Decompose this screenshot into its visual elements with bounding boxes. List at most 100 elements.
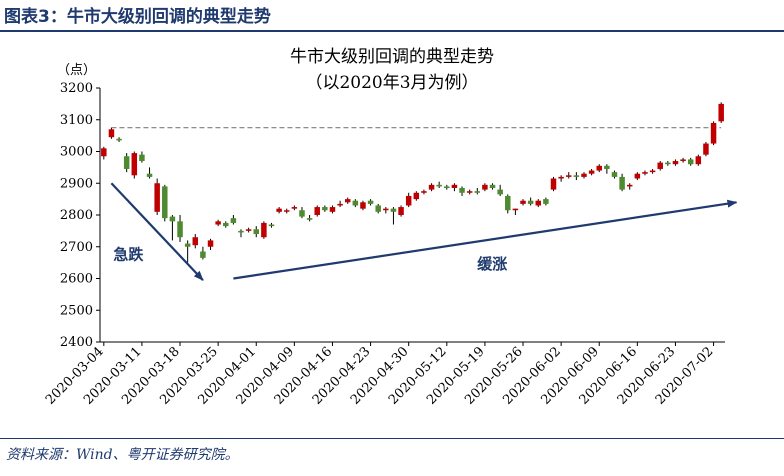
candle-body bbox=[192, 237, 199, 246]
y-axis-unit: （点） bbox=[57, 63, 96, 78]
candle-body bbox=[444, 186, 450, 189]
candle-body bbox=[405, 195, 412, 206]
axes: 2400250026002700280029003000310032002020… bbox=[43, 81, 725, 408]
candle-body bbox=[665, 162, 671, 165]
candle-body bbox=[223, 222, 229, 227]
candle-body bbox=[337, 203, 343, 206]
candle-body bbox=[139, 154, 145, 162]
candle-body bbox=[253, 229, 259, 235]
candle-body bbox=[497, 189, 503, 195]
candle-body bbox=[146, 173, 153, 177]
candle-body bbox=[474, 191, 481, 193]
candle-body bbox=[291, 207, 298, 209]
chart-title: 牛市大级别回调的典型走势 bbox=[290, 47, 494, 67]
candle-body bbox=[718, 103, 724, 122]
candle-body bbox=[344, 199, 351, 203]
source-note: 资料来源：Wind、粤开证券研究院。 bbox=[6, 447, 239, 463]
y-tick-label: 3000 bbox=[60, 145, 93, 160]
candle-body bbox=[558, 176, 564, 179]
candle-body bbox=[527, 200, 534, 204]
candle-body bbox=[154, 183, 160, 212]
y-tick-label: 2600 bbox=[60, 272, 93, 287]
candle-body bbox=[299, 210, 305, 217]
candle-body bbox=[421, 191, 427, 193]
candle-body bbox=[703, 143, 709, 155]
candle-body bbox=[634, 173, 641, 179]
trend-arrow bbox=[110, 182, 204, 281]
candle-body bbox=[581, 173, 587, 177]
candle-body bbox=[207, 240, 214, 247]
candle-body bbox=[512, 208, 519, 211]
y-tick-label: 2400 bbox=[60, 335, 93, 350]
candle-body bbox=[520, 200, 526, 204]
candle-body bbox=[162, 186, 168, 219]
candle-body bbox=[611, 172, 618, 177]
candle-body bbox=[116, 138, 122, 141]
candle-body bbox=[169, 216, 176, 222]
y-tick-label: 2500 bbox=[60, 303, 93, 318]
candle-body bbox=[466, 191, 473, 193]
candle-body bbox=[535, 200, 542, 206]
y-tick-label: 2700 bbox=[60, 240, 93, 255]
candle-body bbox=[505, 195, 511, 211]
top-rule bbox=[0, 30, 784, 32]
candle-body bbox=[459, 188, 465, 193]
y-tick-label: 3100 bbox=[60, 113, 93, 128]
candles bbox=[101, 102, 724, 263]
candle-body bbox=[322, 207, 328, 211]
candle-body bbox=[215, 221, 221, 225]
candle-body bbox=[375, 205, 381, 212]
candle-body bbox=[390, 208, 397, 212]
y-tick-label: 2800 bbox=[60, 208, 93, 223]
candle-body bbox=[482, 184, 488, 190]
candle-body bbox=[200, 251, 206, 258]
candle-body bbox=[184, 243, 191, 247]
candle-body bbox=[261, 222, 267, 238]
candle-body bbox=[283, 210, 290, 212]
candle-body bbox=[566, 175, 572, 177]
candle-body bbox=[123, 156, 130, 169]
candle-body bbox=[436, 184, 442, 187]
candle-body bbox=[428, 184, 435, 190]
candle-body bbox=[657, 162, 663, 169]
candle-body bbox=[131, 153, 138, 176]
candle-body bbox=[108, 129, 115, 138]
candle-body bbox=[687, 159, 694, 165]
chart-subtitle: （以2020年3月为例） bbox=[305, 73, 478, 93]
candle-body bbox=[276, 208, 282, 212]
candle-body bbox=[588, 170, 595, 174]
candle-body bbox=[596, 165, 602, 171]
y-tick-label: 2900 bbox=[60, 176, 93, 191]
trend-arrow bbox=[233, 199, 738, 280]
candle-body bbox=[367, 200, 374, 204]
candle-body bbox=[710, 122, 717, 144]
candle-body bbox=[383, 208, 389, 211]
candle-body bbox=[626, 184, 633, 187]
annotation-sharp-drop: 急跌 bbox=[113, 245, 144, 263]
bottom-rule bbox=[0, 438, 784, 439]
candle-body bbox=[573, 175, 580, 177]
candle-body bbox=[306, 218, 313, 220]
candle-body bbox=[543, 199, 549, 204]
candle-body bbox=[314, 207, 320, 215]
candle-body bbox=[680, 159, 686, 162]
candle-body bbox=[695, 156, 702, 165]
y-tick-label: 3200 bbox=[60, 81, 93, 96]
candle-body bbox=[398, 207, 404, 215]
candle-body bbox=[177, 221, 183, 238]
candle-body bbox=[550, 178, 557, 190]
candle-body bbox=[649, 170, 656, 173]
candle-body bbox=[672, 161, 679, 165]
candle-body bbox=[489, 184, 496, 189]
candle-body bbox=[238, 230, 244, 233]
candle-body bbox=[360, 202, 366, 209]
annotation-slow-rise: 缓涨 bbox=[477, 255, 507, 273]
candle-body bbox=[451, 184, 458, 189]
candle-body bbox=[413, 192, 420, 200]
candle-body bbox=[604, 165, 610, 169]
candle-body bbox=[352, 200, 359, 206]
candle-body bbox=[268, 224, 275, 227]
candle-body bbox=[329, 207, 336, 212]
